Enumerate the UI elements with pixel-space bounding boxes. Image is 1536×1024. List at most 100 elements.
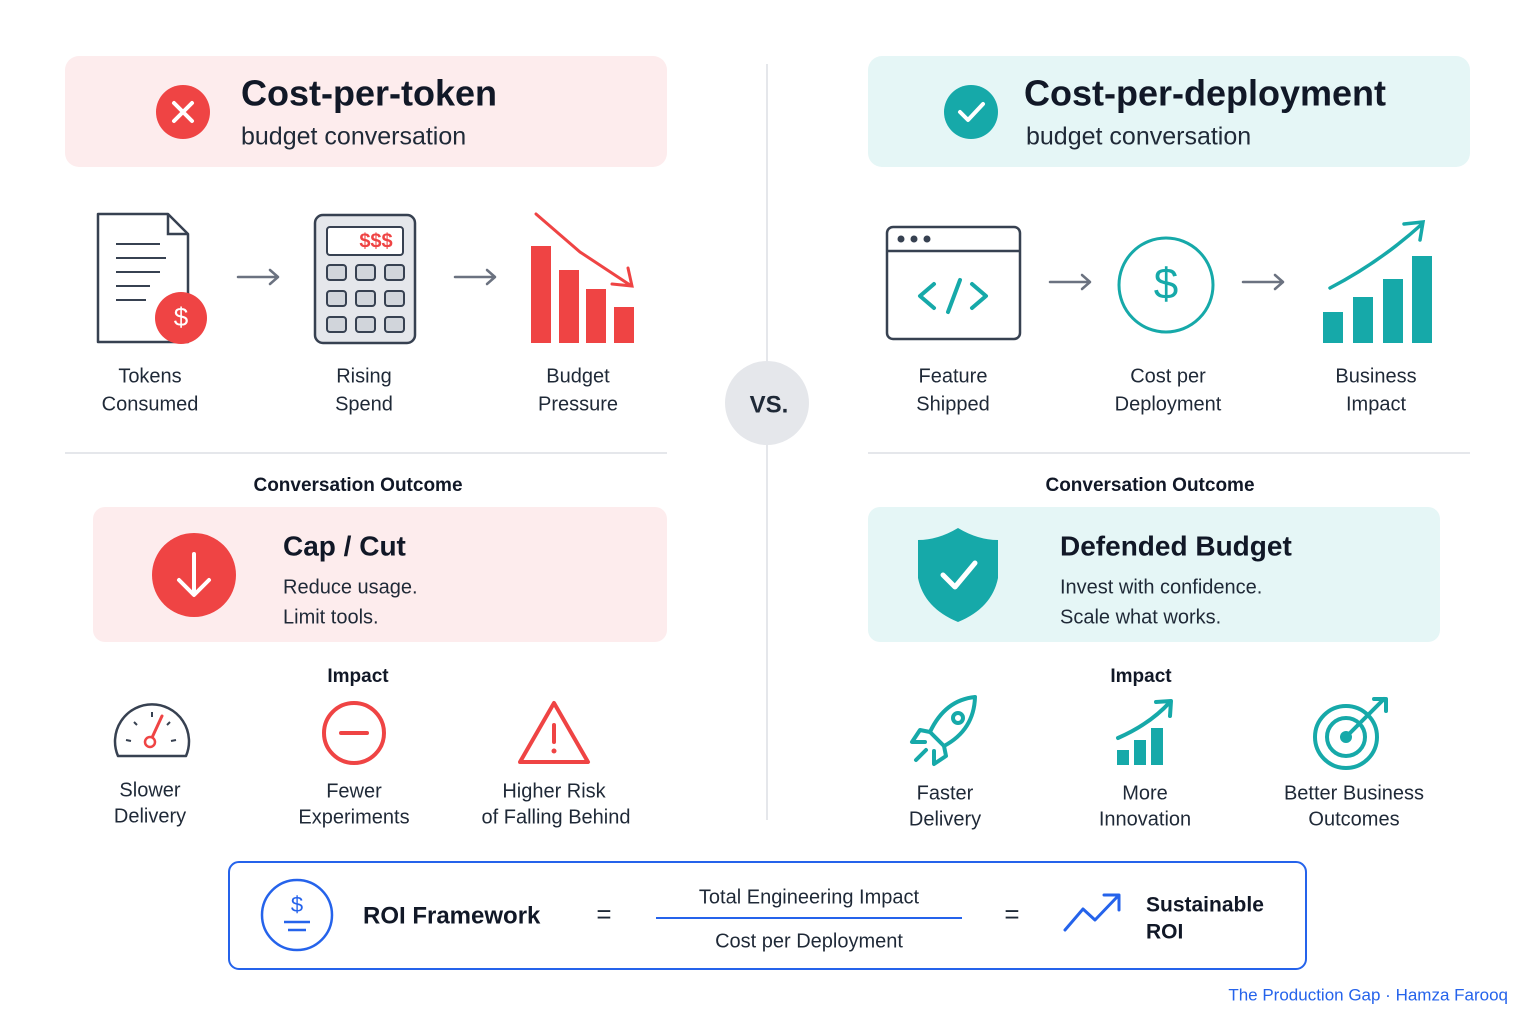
roi-title: ROI Framework: [363, 902, 541, 929]
right-impacts-shape: [951, 711, 965, 725]
dividers-shape: [725, 361, 809, 445]
section-header: Impact: [327, 666, 389, 687]
left-flow-shape: [116, 243, 166, 301]
section-header: Conversation Outcome: [1045, 475, 1254, 496]
impact-label: More: [1122, 782, 1168, 804]
flow-label: Budget: [546, 365, 610, 387]
left-flow-shape-shape: [355, 290, 376, 307]
left-impacts-shape: [143, 735, 157, 749]
left-flow-shape-shape: [355, 264, 376, 281]
right-flow-shape: [910, 235, 918, 243]
roi-footer-shape: [1063, 893, 1121, 932]
left-flow-shape-shape: [586, 289, 606, 343]
roi-icon-symbol: $: [291, 892, 303, 917]
right-impacts-shape-shape: [1134, 740, 1146, 765]
impact-label: Faster: [917, 782, 974, 804]
right-flow-shape: [897, 235, 905, 243]
flow-label: Deployment: [1115, 393, 1222, 415]
left-flow-shape-shape: [326, 264, 347, 281]
flow-label: Spend: [335, 393, 393, 415]
right-impacts-shape-shape: [1117, 750, 1129, 765]
right-flow: $ Feature Shipped Cost per Deployment Bu…: [885, 220, 1432, 415]
right-outcome-shape: [868, 507, 1440, 642]
roi-result: ROI: [1146, 921, 1183, 944]
flow-label: Tokens: [118, 365, 181, 387]
right-header-shape: [868, 56, 1470, 167]
right-flow-shape: [885, 225, 1022, 341]
badge: $: [174, 302, 189, 332]
outcome-line: Limit tools.: [283, 606, 379, 628]
left-flow-shape: [326, 226, 404, 256]
right-impacts-shape: [1313, 704, 1379, 770]
versus: VS.: [750, 391, 789, 418]
roi-footer-shape: [260, 878, 334, 952]
right-impacts-shape: [1116, 699, 1173, 740]
left-outcome-shape: [177, 552, 211, 597]
left-flow-shape-shape: [531, 246, 551, 343]
left-header-shape: [172, 101, 194, 123]
left-flow-shape-shape: [614, 307, 634, 343]
outcome-line: Reduce usage.: [283, 576, 418, 598]
subtitle: budget conversation: [1026, 123, 1251, 151]
left-flow-shape-shape: [326, 316, 347, 333]
equals: =: [596, 899, 611, 929]
right-outcome: Conversation Outcome Defended Budget Inv…: [868, 475, 1440, 642]
roi-footer: $ ROI Framework = Total Engineering Impa…: [228, 861, 1307, 970]
left-flow-shape: [326, 264, 405, 333]
left-impacts-shape: [551, 748, 557, 754]
impact-label: Higher Risk: [502, 780, 606, 802]
outcome-title: Cap / Cut: [283, 530, 406, 561]
flow-label: Impact: [1346, 393, 1406, 415]
impact-label: Outcomes: [1308, 808, 1399, 830]
denominator: Cost per Deployment: [715, 930, 903, 952]
left-flow: $ $$$ Tokens Consumed Rising Spend Budge…: [96, 212, 634, 415]
impact-label: of Falling Behind: [482, 806, 631, 828]
left-flow-shape-shape: [384, 264, 405, 281]
right-flow-shape: [918, 278, 988, 314]
left-impacts-shape: [518, 701, 590, 764]
right-impacts-shape: [1344, 697, 1388, 739]
calculator-display: $$$: [359, 230, 392, 252]
left-outcome-shape: [93, 507, 667, 642]
outcome-line: Invest with confidence.: [1060, 576, 1262, 598]
right-outcome-shape: [940, 560, 978, 590]
left-flow-shape: [534, 212, 634, 288]
left-flow-shape-shape: [326, 290, 347, 307]
dividers: VS.: [65, 64, 1470, 820]
left-flow-shape-shape: [559, 270, 579, 343]
impact-label: Fewer: [326, 780, 382, 802]
section-header: Conversation Outcome: [253, 475, 462, 496]
right-flow-shape-shape: [1383, 279, 1403, 343]
right-outcome-shape: [918, 528, 998, 622]
right-flow-shape-shape: [1412, 256, 1432, 343]
right-flow-shape-shape: [1323, 312, 1343, 343]
left-flow-shape-shape: [384, 290, 405, 307]
roi-footer-shape: [228, 861, 1307, 970]
flow-label: Pressure: [538, 393, 618, 415]
right-flow-shape: [1048, 273, 1092, 291]
impact-label: Delivery: [114, 805, 186, 827]
credit: The Production Gap · Hamza Farooq: [1228, 985, 1508, 1004]
right-flow-shape: [1241, 273, 1285, 291]
left-flow-shape: [531, 246, 634, 343]
left-header: Cost-per-token budget conversation: [65, 56, 667, 167]
outcome-line: Scale what works.: [1060, 606, 1221, 628]
left-outcome: Conversation Outcome Cap / Cut Reduce us…: [93, 475, 667, 642]
impact-label: Better Business: [1284, 782, 1424, 804]
right-flow-shape-shape: [1353, 297, 1373, 343]
impact-label: Delivery: [909, 808, 981, 830]
left-impacts: Impact Slower Delivery Fewer Experiments…: [113, 666, 631, 828]
subtitle: budget conversation: [241, 123, 466, 151]
flow-label: Business: [1335, 365, 1416, 387]
left-impacts-shape: [322, 701, 386, 765]
outcome-title: Defended Budget: [1060, 530, 1292, 561]
coin-symbol: $: [1154, 260, 1178, 309]
right-impacts-shape: [910, 728, 948, 766]
right-impacts: Impact Faster Delivery More Innovation B…: [909, 666, 1424, 830]
title: Cost-per-deployment: [1024, 73, 1386, 114]
left-impacts-shape: [125, 712, 177, 742]
left-flow-shape-shape: [384, 316, 405, 333]
left-flow-shape-shape: [355, 316, 376, 333]
flow-label: Feature: [919, 365, 988, 387]
section-header: Impact: [1110, 666, 1172, 687]
